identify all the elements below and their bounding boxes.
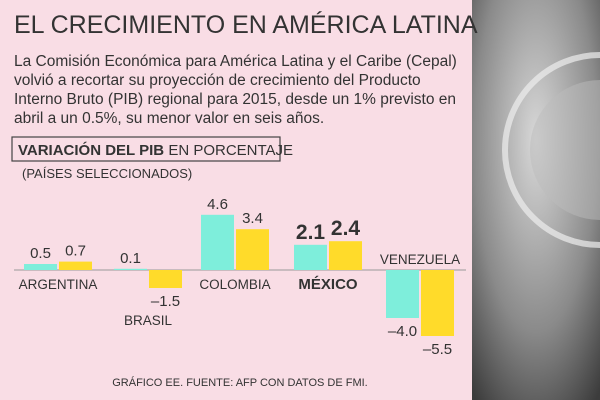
photo-emblem [502,52,600,248]
bar [114,268,147,270]
chart-title-main: VARIACIÓN DEL PIB [18,141,164,159]
chart-subtitle: (PAÍSES SELECCIONADOS) [22,166,192,181]
value-label: 2.1 [296,221,326,244]
chart-title: VARIACIÓN DEL PIB EN PORCENTAJE [18,141,293,159]
category-label: BRASIL [124,313,173,328]
intro-line: Interno Bruto (PIB) regional para 2015, … [14,91,456,108]
value-label: –4.0 [388,323,417,340]
value-label: 0.5 [30,245,51,262]
bar [421,270,454,336]
bar [236,229,269,270]
category-label: ARGENTINA [19,277,98,292]
value-label: 4.6 [207,196,228,213]
bar [149,270,182,288]
footer: GRÁFICO EE. FUENTE: AFP CON DATOS DE FMI… [112,376,367,389]
value-label: 0.7 [65,243,86,260]
bar [201,214,234,270]
category-label: VENEZUELA [380,252,460,267]
background [0,0,472,400]
bar [329,241,362,270]
value-label: 0.1 [120,250,141,267]
bar [59,261,92,270]
value-label: –1.5 [151,293,180,310]
chart-title-box [11,136,281,162]
chart-title-suffix: EN PORCENTAJE [168,142,293,159]
value-label: 2.4 [331,217,361,240]
intro-line: La Comisión Económica para América Latin… [14,53,457,70]
photo-globe [530,80,600,220]
intro-line: abril a un 0.5%, su menor valor en seis … [14,110,324,127]
category-label: MÉXICO [298,276,358,293]
bar [386,270,419,318]
intro-line: volvió a recortar su proyección de creci… [14,72,421,89]
category-label: COLOMBIA [199,277,270,292]
value-label: 3.4 [242,210,263,227]
intro: La Comisión Económica para América Latin… [14,53,457,127]
bar [294,244,327,270]
bar [24,264,57,270]
title: EL CRECIMIENTO EN AMÉRICA LATINA [14,10,478,39]
value-label: –5.5 [423,341,452,358]
